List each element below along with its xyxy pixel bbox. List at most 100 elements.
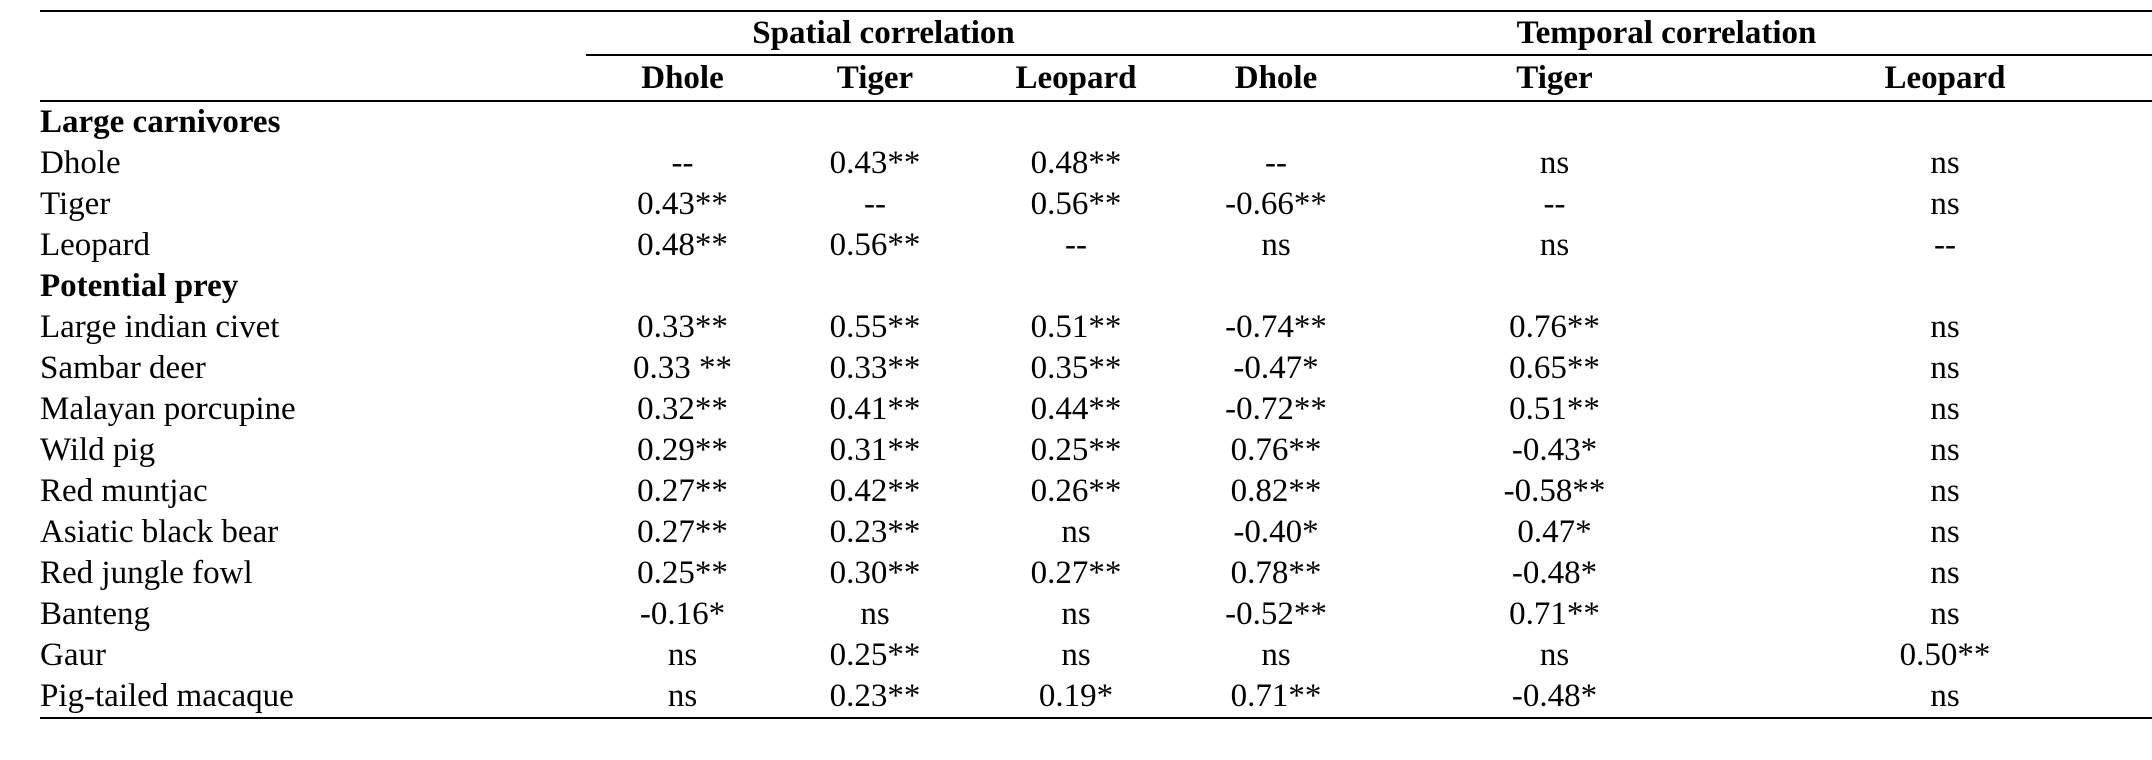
column-header-temporal-dhole: Dhole	[1181, 55, 1371, 102]
cell-value: 0.42**	[829, 473, 921, 509]
correlation-table: Spatial correlation Temporal correlation…	[40, 10, 2152, 719]
cell-value: ns	[667, 637, 698, 673]
cell-value: ns	[1930, 391, 1960, 427]
table-row: Gaur ns 0.25** ns ns ns 0.50**	[40, 635, 2152, 676]
column-header-spatial-leopard: Leopard	[971, 55, 1181, 102]
table-row: Red jungle fowl 0.25** 0.30** 0.27** 0.7…	[40, 553, 2152, 594]
cell-value: 0.76**	[1509, 309, 1600, 345]
cell-value: 0.44**	[1030, 391, 1122, 427]
cell-value: 0.56**	[829, 227, 921, 263]
cell-value: ns	[1061, 637, 1091, 673]
cell-value: 0.48**	[637, 227, 728, 263]
cell-value: 0.25**	[637, 555, 728, 591]
cell-value: 0.76**	[1230, 432, 1322, 468]
cell-value: 0.41**	[829, 391, 921, 427]
row-label: Wild pig	[40, 432, 156, 468]
table-row: Leopard 0.48** 0.56** -- ns ns --	[40, 225, 2152, 266]
cell-value: -0.47*	[1233, 350, 1319, 386]
column-header-spatial-tiger: Tiger	[779, 55, 971, 102]
cell-value: 0.27**	[637, 473, 728, 509]
cell-value: 0.29**	[637, 432, 728, 468]
cell-value: 0.32**	[637, 391, 728, 427]
cell-value: 0.48**	[1030, 145, 1122, 181]
cell-value: 0.25**	[1030, 432, 1122, 468]
cell-value: 0.33**	[829, 350, 921, 386]
cell-value: ns	[586, 676, 779, 719]
cell-value: 0.19*	[971, 676, 1181, 719]
cell-value: ns	[860, 596, 890, 632]
cell-value: ns	[1261, 227, 1291, 263]
table-row: Pig-tailed macaque ns 0.23** 0.19* 0.71*…	[40, 676, 2152, 719]
row-label: Leopard	[40, 227, 150, 263]
cell-value: -0.52**	[1225, 596, 1327, 632]
row-label: Asiatic black bear	[40, 514, 279, 550]
cell-value: 0.33 **	[633, 350, 732, 386]
row-label: Red muntjac	[40, 473, 208, 509]
column-header-spacer	[40, 55, 586, 102]
cell-value: -0.72**	[1225, 391, 1327, 427]
cell-value: ns	[1930, 555, 1960, 591]
cell-value: 0.43**	[637, 186, 728, 222]
cell-value: 0.27**	[1030, 555, 1122, 591]
cell-value: -0.48*	[1371, 676, 1738, 719]
cell-value: ns	[1261, 637, 1291, 673]
cell-value: 0.23**	[829, 514, 921, 550]
cell-value: ns	[1930, 145, 1960, 181]
section-row-large-carnivores: Large carnivores	[40, 101, 2152, 143]
table-row: Large indian civet 0.33** 0.55** 0.51** …	[40, 307, 2152, 348]
group-header-temporal: Temporal correlation	[1181, 12, 2152, 56]
cell-value: ns	[1930, 309, 1960, 345]
cell-value: 0.78**	[1230, 555, 1322, 591]
cell-value: 0.25**	[829, 637, 921, 673]
table-row: Wild pig 0.29** 0.31** 0.25** 0.76** -0.…	[40, 430, 2152, 471]
cell-value: -0.16*	[639, 596, 726, 632]
cell-value: 0.26**	[1030, 473, 1122, 509]
row-label: Tiger	[40, 186, 111, 222]
cell-value: --	[1934, 227, 1956, 263]
cell-value: ns	[1539, 227, 1570, 263]
cell-value: ns	[1061, 514, 1091, 550]
cell-value: ns	[1539, 637, 1570, 673]
cell-value: ns	[1930, 432, 1960, 468]
cell-value: ns	[1930, 350, 1960, 386]
table-row: Banteng -0.16* ns ns -0.52** 0.71** ns	[40, 594, 2152, 635]
row-label: Dhole	[40, 145, 121, 181]
table-row: Sambar deer 0.33 ** 0.33** 0.35** -0.47*…	[40, 348, 2152, 389]
cell-value: 0.33**	[637, 309, 728, 345]
cell-value: 0.27**	[637, 514, 728, 550]
cell-value: --	[1065, 227, 1087, 263]
cell-value: 0.51**	[1509, 391, 1600, 427]
table-row: Dhole -- 0.43** 0.48** -- ns ns	[40, 143, 2152, 184]
header-spacer	[40, 12, 586, 55]
row-label: Banteng	[40, 596, 150, 632]
row-label: Red jungle fowl	[40, 555, 253, 591]
cell-value: ns	[1930, 186, 1960, 222]
row-label: Pig-tailed macaque	[40, 676, 586, 719]
cell-value: ns	[1061, 596, 1091, 632]
cell-value: ns	[1930, 473, 1960, 509]
cell-value: 0.50**	[1899, 637, 1991, 673]
table-row: Malayan porcupine 0.32** 0.41** 0.44** -…	[40, 389, 2152, 430]
cell-value: 0.43**	[829, 145, 921, 181]
cell-value: 0.82**	[1230, 473, 1322, 509]
column-header-temporal-leopard: Leopard	[1738, 55, 2152, 102]
cell-value: --	[1543, 186, 1566, 222]
group-header-row: Spatial correlation Temporal correlation	[40, 12, 2152, 56]
cell-value: 0.31**	[829, 432, 921, 468]
row-label: Large indian civet	[40, 309, 280, 345]
table-row: Red muntjac 0.27** 0.42** 0.26** 0.82** …	[40, 471, 2152, 512]
section-title: Large carnivores	[40, 104, 281, 140]
cell-value: -0.48*	[1511, 555, 1598, 591]
cell-value: ns	[1539, 145, 1570, 181]
cell-value: 0.55**	[829, 309, 921, 345]
row-label: Gaur	[40, 637, 106, 673]
row-label: Sambar deer	[40, 350, 206, 386]
table-row: Tiger 0.43** -- 0.56** -0.66** -- ns	[40, 184, 2152, 225]
cell-value: -0.40*	[1233, 514, 1319, 550]
cell-value: -0.66**	[1225, 186, 1327, 222]
column-header-spatial-dhole: Dhole	[586, 55, 779, 102]
cell-value: 0.71**	[1181, 676, 1371, 719]
section-title: Potential prey	[40, 268, 239, 304]
section-row-potential-prey: Potential prey	[40, 266, 2152, 307]
